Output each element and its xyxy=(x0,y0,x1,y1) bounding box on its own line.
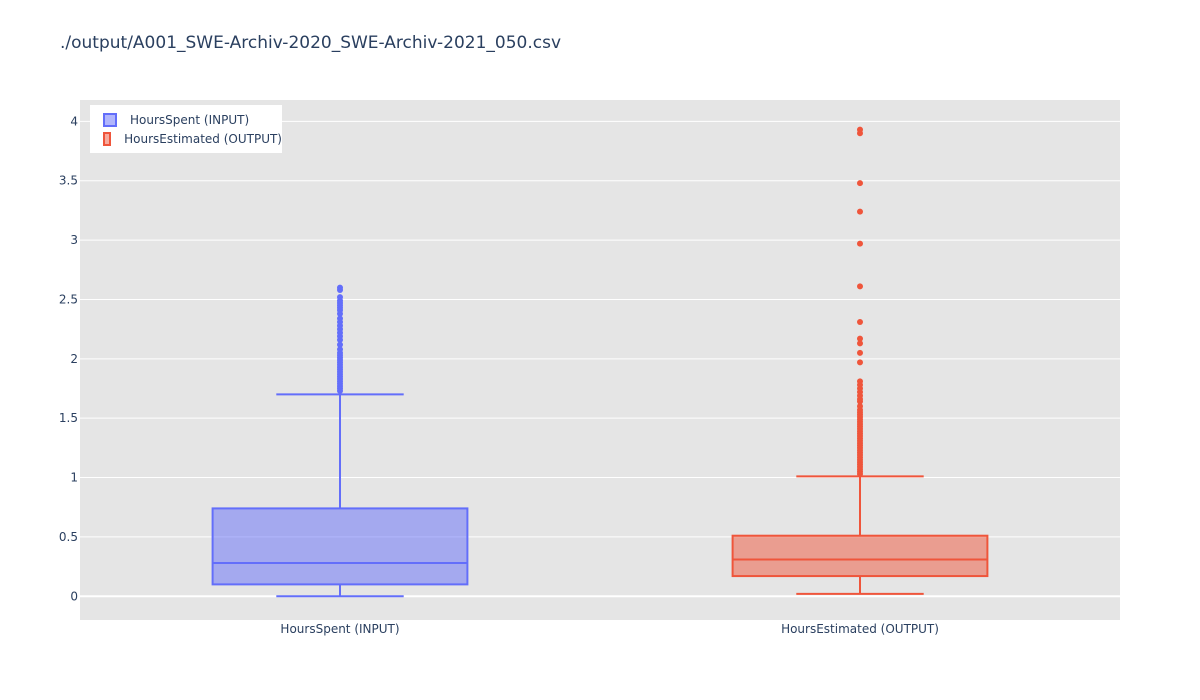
y-tick-label: 4 xyxy=(70,114,78,128)
legend-swatch-hours-estimated xyxy=(103,131,112,146)
legend-item-hours-estimated[interactable]: HoursEstimated (OUTPUT) xyxy=(103,129,282,148)
y-tick-label: 1 xyxy=(70,471,78,485)
x-tick-label: HoursEstimated (OUTPUT) xyxy=(781,622,939,636)
y-tick-label: 0 xyxy=(70,589,78,603)
outlier-point xyxy=(857,126,863,133)
outlier-point xyxy=(337,315,343,322)
box-iqr xyxy=(211,507,469,586)
outlier-point xyxy=(857,378,863,385)
y-tick-label: 2 xyxy=(70,352,78,366)
x-tick-label: HoursSpent (INPUT) xyxy=(280,622,399,636)
outlier-point xyxy=(337,294,343,301)
outlier-point xyxy=(857,349,863,356)
y-tick-label: 3.5 xyxy=(59,174,78,188)
legend: HoursSpent (INPUT) HoursEstimated (OUTPU… xyxy=(90,105,282,153)
outlier-point xyxy=(857,319,863,326)
legend-item-hours-spent[interactable]: HoursSpent (INPUT) xyxy=(103,110,282,129)
outlier-point xyxy=(857,359,863,366)
outlier-point xyxy=(337,341,343,348)
outlier-point xyxy=(857,180,863,187)
outlier-point xyxy=(857,335,863,342)
outlier-point xyxy=(857,283,863,290)
y-tick-label: 1.5 xyxy=(59,411,78,425)
outlier-point xyxy=(337,284,343,291)
outlier-point xyxy=(857,208,863,215)
outlier-point xyxy=(857,240,863,247)
box-iqr xyxy=(731,534,989,578)
outlier-point xyxy=(337,346,343,353)
legend-label-hours-estimated: HoursEstimated (OUTPUT) xyxy=(124,131,282,146)
y-tick-label: 0.5 xyxy=(59,530,78,544)
y-tick-label: 3 xyxy=(70,233,78,247)
outlier-point xyxy=(857,340,863,347)
outlier-point xyxy=(857,403,863,410)
legend-label-hours-spent: HoursSpent (INPUT) xyxy=(130,112,250,127)
y-tick-label: 2.5 xyxy=(59,292,78,306)
chart-title: ./output/A001_SWE-Archiv-2020_SWE-Archiv… xyxy=(60,33,562,53)
legend-swatch-hours-spent xyxy=(103,112,117,127)
